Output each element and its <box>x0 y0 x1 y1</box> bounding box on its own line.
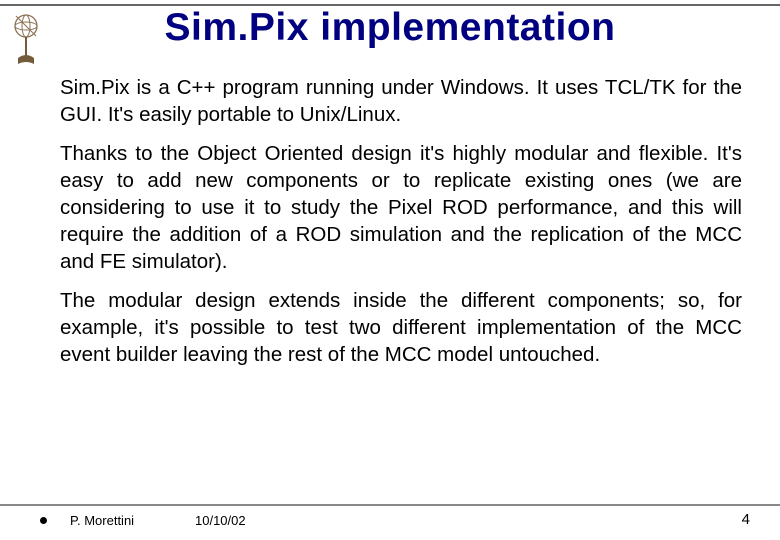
footer-author: P. Morettini <box>70 513 134 528</box>
paragraph-3: The modular design extends inside the di… <box>60 287 742 368</box>
footer-page-number: 4 <box>742 511 750 528</box>
slide-title: Sim.Pix implementation <box>0 6 780 50</box>
paragraph-2: Thanks to the Object Oriented design it'… <box>60 140 742 275</box>
paragraph-1: Sim.Pix is a C++ program running under W… <box>60 74 742 128</box>
slide: Sim.Pix implementation Sim.Pix is a C++ … <box>0 0 780 540</box>
slide-body: Sim.Pix is a C++ program running under W… <box>60 74 742 380</box>
footer-bullet-icon <box>40 517 47 524</box>
footer-divider <box>0 504 780 506</box>
footer-date: 10/10/02 <box>195 513 246 528</box>
